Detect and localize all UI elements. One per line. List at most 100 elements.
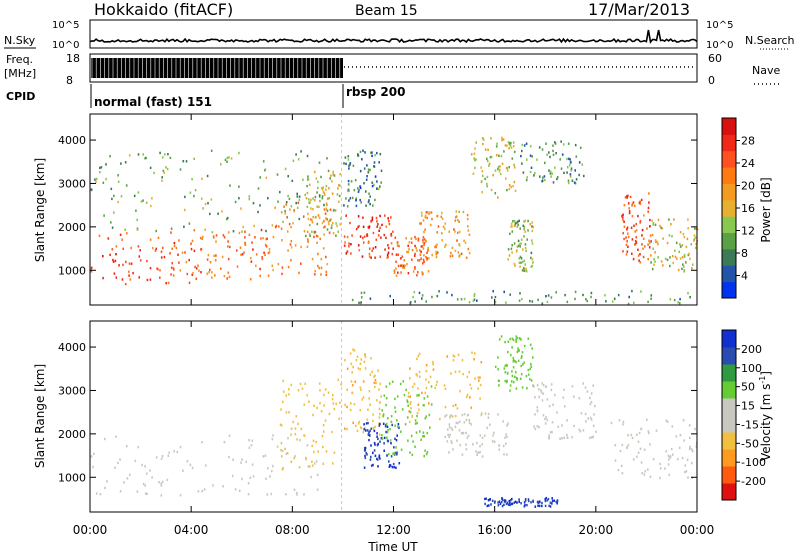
power-cell: [317, 264, 319, 268]
power-cell: [631, 204, 633, 207]
power-cell: [357, 187, 359, 190]
velocity-cell: [454, 403, 457, 407]
power-colorbar-swatch: [722, 150, 736, 168]
velocity-cell: [364, 454, 366, 458]
power-cell: [150, 204, 152, 208]
velocity-cell: [323, 430, 325, 433]
velocity-cell: [449, 416, 451, 419]
velocity-cell: [319, 389, 321, 392]
power-cell: [163, 255, 166, 259]
velocity-cell: [176, 450, 179, 454]
power-cell: [179, 269, 182, 272]
power-cell: [486, 175, 489, 179]
power-cell: [238, 185, 240, 188]
velocity-cell: [425, 452, 428, 456]
power-cell: [672, 261, 674, 265]
power-cell: [319, 199, 321, 203]
power-cell: [545, 295, 547, 298]
power-cell: [137, 191, 140, 194]
power-cell: [328, 231, 331, 234]
velocity-cell: [512, 338, 515, 342]
velocity-cell: [430, 403, 433, 406]
power-cell: [327, 220, 330, 224]
power-cell: [352, 164, 355, 167]
power-cell: [513, 262, 516, 266]
velocity-ytick-label: 1000: [58, 471, 86, 484]
power-cell: [136, 218, 138, 222]
freq-tick-top: 18: [66, 52, 80, 65]
power-cell: [261, 257, 264, 261]
velocity-cell: [367, 421, 369, 425]
power-cell: [623, 237, 625, 241]
velocity-cell: [306, 444, 309, 447]
power-cell: [625, 253, 628, 256]
power-cell: [524, 263, 526, 266]
velocity-cell: [503, 453, 505, 456]
power-cell: [298, 217, 301, 221]
power-cell: [605, 300, 607, 303]
power-cell: [264, 168, 267, 171]
power-cell: [94, 178, 96, 181]
power-cell: [265, 229, 267, 233]
power-cell: [371, 184, 374, 188]
power-cell: [473, 152, 476, 155]
power-cell: [516, 220, 519, 223]
velocity-cell: [179, 494, 182, 497]
power-cell: [529, 223, 532, 226]
velocity-cell: [505, 433, 507, 436]
velocity-cell: [266, 493, 269, 496]
velocity-cell: [520, 364, 522, 368]
velocity-cell: [469, 396, 471, 399]
power-cell: [113, 272, 116, 275]
velocity-cell: [412, 385, 414, 388]
velocity-cell: [515, 338, 517, 341]
velocity-cell: [514, 375, 516, 378]
power-cell: [329, 177, 331, 180]
power-cell: [648, 246, 651, 249]
velocity-cell: [414, 422, 417, 425]
velocity-cell: [679, 433, 682, 437]
power-cell: [360, 291, 363, 295]
velocity-cell: [509, 501, 511, 504]
power-cell: [681, 267, 683, 270]
power-cell: [570, 167, 573, 170]
velocity-cell: [311, 464, 314, 467]
velocity-cell: [410, 434, 413, 438]
power-cell: [90, 188, 93, 192]
power-cell: [652, 247, 654, 250]
power-cell: [173, 244, 176, 248]
velocity-cell: [369, 373, 372, 376]
power-cell: [552, 153, 555, 156]
velocity-cell: [129, 473, 131, 477]
power-cell: [344, 241, 346, 244]
power-cell: [195, 277, 198, 280]
noise-tick-bottom-right: 10^0: [706, 40, 733, 51]
power-cell: [444, 245, 446, 248]
power-cell: [286, 216, 288, 219]
velocity-cell: [376, 457, 378, 461]
velocity-cell: [660, 467, 662, 470]
velocity-cell: [507, 350, 509, 354]
power-cell: [425, 239, 427, 243]
power-cell: [388, 220, 390, 223]
power-cell: [170, 266, 173, 269]
power-cell: [435, 244, 437, 247]
velocity-cell: [290, 383, 293, 387]
power-cell: [435, 250, 437, 254]
velocity-cell: [346, 405, 348, 409]
power-cell: [239, 246, 242, 249]
velocity-cell: [685, 470, 688, 473]
power-cell: [179, 168, 182, 171]
velocity-cell: [504, 364, 507, 367]
velocity-cell: [123, 481, 125, 484]
velocity-cell: [104, 486, 106, 490]
power-cell: [422, 239, 424, 242]
power-cell: [410, 237, 413, 240]
power-cell: [424, 216, 427, 219]
velocity-cell: [546, 499, 549, 502]
power-cell: [387, 251, 390, 254]
power-cell: [102, 181, 105, 184]
velocity-cell: [396, 419, 398, 422]
velocity-cell: [134, 459, 137, 463]
power-cell: [361, 158, 363, 161]
